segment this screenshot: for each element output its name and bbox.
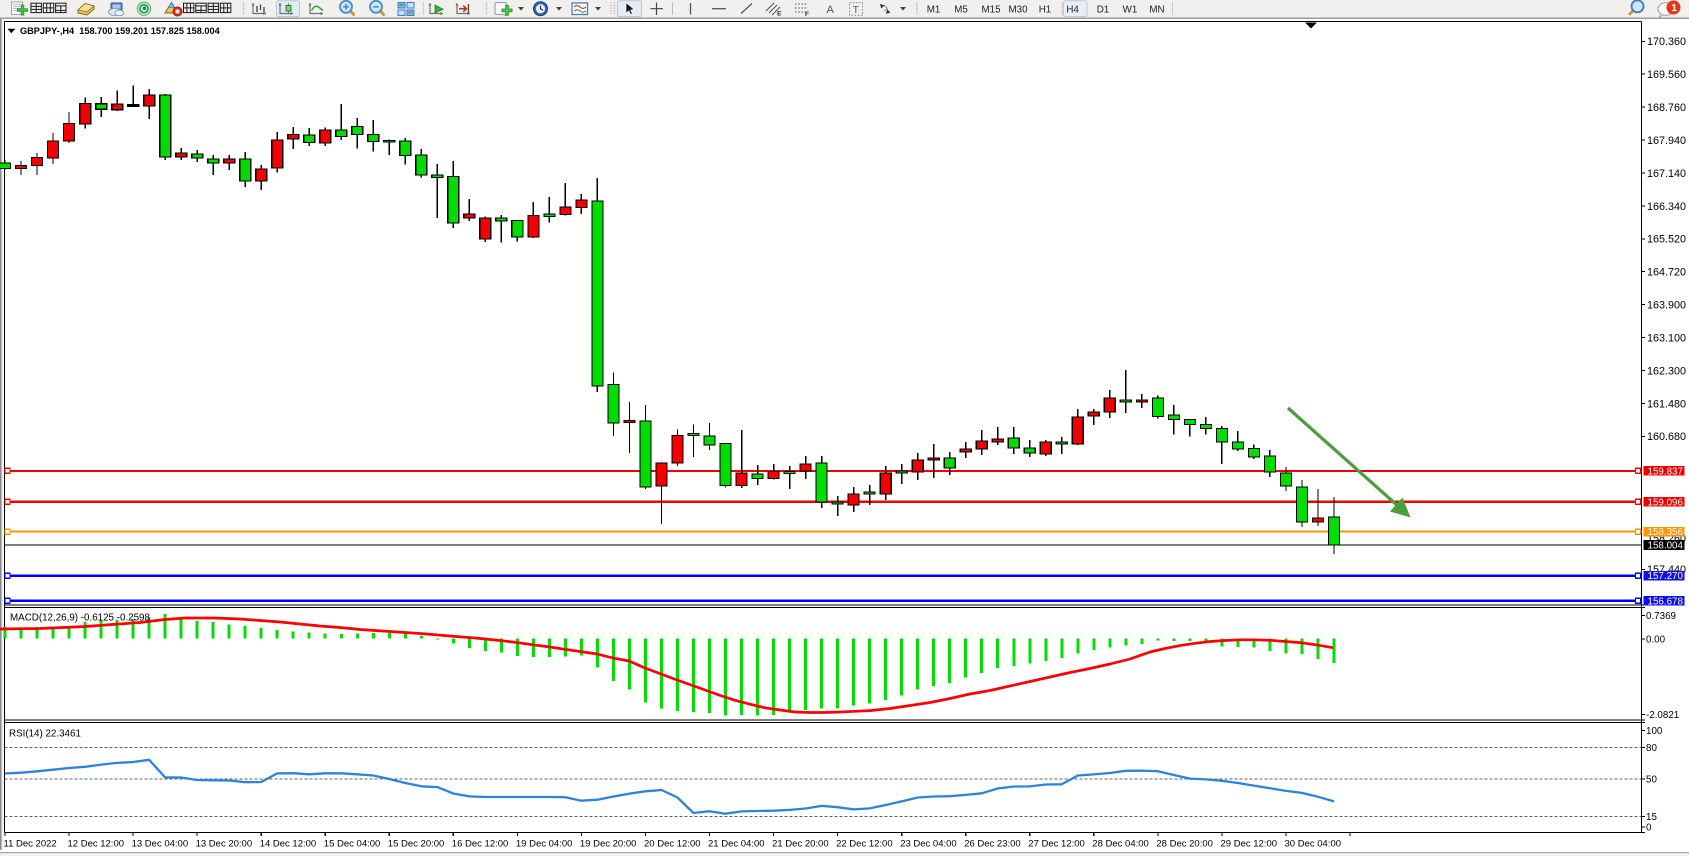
svg-text:29 Dec 12:00: 29 Dec 12:00 bbox=[1221, 838, 1278, 849]
svg-text:H4: H4 bbox=[1066, 4, 1079, 15]
svg-text:159.837: 159.837 bbox=[1648, 467, 1683, 478]
svg-text:156.678: 156.678 bbox=[1648, 597, 1684, 608]
svg-text:13 Dec 04:00: 13 Dec 04:00 bbox=[132, 838, 189, 849]
svg-text:168.760: 168.760 bbox=[1647, 102, 1686, 114]
svg-text:21 Dec 04:00: 21 Dec 04:00 bbox=[708, 838, 765, 849]
svg-text:157.270: 157.270 bbox=[1648, 571, 1684, 582]
svg-text:15 Dec 04:00: 15 Dec 04:00 bbox=[324, 838, 381, 849]
svg-text:20 Dec 12:00: 20 Dec 12:00 bbox=[644, 838, 701, 849]
svg-text:0.7369: 0.7369 bbox=[1646, 611, 1676, 622]
svg-text:D1: D1 bbox=[1097, 4, 1110, 15]
svg-text:27 Dec 12:00: 27 Dec 12:00 bbox=[1028, 838, 1085, 849]
svg-text:163.100: 163.100 bbox=[1647, 333, 1686, 345]
svg-text:E: E bbox=[777, 11, 782, 18]
svg-text:158.004: 158.004 bbox=[1648, 541, 1684, 552]
svg-text:163.900: 163.900 bbox=[1647, 300, 1686, 312]
svg-text:A: A bbox=[827, 4, 835, 16]
svg-text:M5: M5 bbox=[954, 4, 968, 15]
svg-text:-2.0821: -2.0821 bbox=[1646, 710, 1679, 721]
svg-text:M30: M30 bbox=[1008, 4, 1028, 15]
svg-text:161.480: 161.480 bbox=[1647, 398, 1686, 410]
svg-text:160.680: 160.680 bbox=[1647, 431, 1686, 443]
svg-text:M15: M15 bbox=[981, 4, 1001, 15]
svg-text:M1: M1 bbox=[927, 4, 941, 15]
svg-text:28 Dec 20:00: 28 Dec 20:00 bbox=[1156, 838, 1213, 849]
svg-text:15 Dec 20:00: 15 Dec 20:00 bbox=[388, 838, 445, 849]
svg-text:166.340: 166.340 bbox=[1647, 201, 1686, 213]
svg-text:167.140: 167.140 bbox=[1647, 168, 1686, 180]
svg-text:26 Dec 23:00: 26 Dec 23:00 bbox=[964, 838, 1021, 849]
svg-text:19 Dec 04:00: 19 Dec 04:00 bbox=[516, 838, 573, 849]
svg-text:159.096: 159.096 bbox=[1648, 497, 1684, 508]
svg-text:164.720: 164.720 bbox=[1647, 267, 1686, 279]
svg-text:167.940: 167.940 bbox=[1647, 135, 1686, 147]
svg-text:13 Dec 20:00: 13 Dec 20:00 bbox=[196, 838, 253, 849]
svg-text:0.00: 0.00 bbox=[1646, 635, 1666, 646]
svg-text:0: 0 bbox=[1646, 823, 1652, 834]
svg-text:162.300: 162.300 bbox=[1647, 365, 1686, 377]
svg-text:F: F bbox=[805, 11, 809, 18]
svg-text:30 Dec 04:00: 30 Dec 04:00 bbox=[1285, 838, 1342, 849]
svg-text:28 Dec 04:00: 28 Dec 04:00 bbox=[1092, 838, 1149, 849]
svg-text:15: 15 bbox=[1646, 812, 1657, 823]
svg-text:1: 1 bbox=[1671, 2, 1677, 14]
svg-text:H1: H1 bbox=[1039, 4, 1052, 15]
svg-text:19 Dec 20:00: 19 Dec 20:00 bbox=[580, 838, 637, 849]
svg-text:GBPJPY-,H4 158.700 159.201 15: GBPJPY-,H4 158.700 159.201 157.825 158.0… bbox=[20, 26, 221, 36]
svg-text:MACD(12,26,9) -0.6125 -0.2598: MACD(12,26,9) -0.6125 -0.2598 bbox=[10, 613, 151, 624]
svg-text:165.520: 165.520 bbox=[1647, 234, 1686, 246]
svg-text:14 Dec 12:00: 14 Dec 12:00 bbox=[260, 838, 317, 849]
svg-text:T: T bbox=[853, 5, 859, 16]
svg-text:RSI(14) 22.3461: RSI(14) 22.3461 bbox=[9, 729, 81, 740]
svg-text:11 Dec 2022: 11 Dec 2022 bbox=[4, 838, 57, 849]
svg-text:22 Dec 12:00: 22 Dec 12:00 bbox=[836, 838, 893, 849]
svg-text:80: 80 bbox=[1646, 743, 1657, 754]
svg-text:23 Dec 04:00: 23 Dec 04:00 bbox=[900, 838, 957, 849]
svg-text:169.560: 169.560 bbox=[1647, 69, 1686, 81]
svg-text:170.360: 170.360 bbox=[1647, 36, 1686, 48]
svg-text:158.356: 158.356 bbox=[1648, 527, 1684, 538]
svg-text:12 Dec 12:00: 12 Dec 12:00 bbox=[68, 838, 125, 849]
svg-text:50: 50 bbox=[1646, 775, 1657, 786]
svg-text:21 Dec 20:00: 21 Dec 20:00 bbox=[772, 838, 829, 849]
svg-text:16 Dec 12:00: 16 Dec 12:00 bbox=[452, 838, 509, 849]
svg-text:100: 100 bbox=[1646, 726, 1663, 737]
svg-text:W1: W1 bbox=[1123, 4, 1138, 15]
svg-text:MN: MN bbox=[1149, 4, 1164, 15]
